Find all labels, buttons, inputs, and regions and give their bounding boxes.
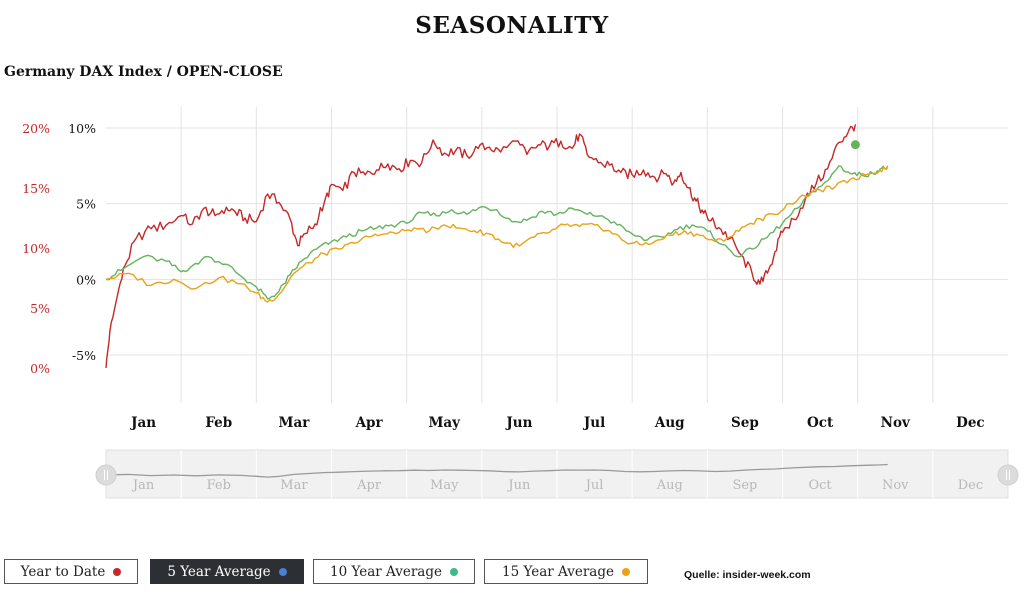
right-axis-tick-label: -5%: [72, 348, 96, 363]
left-axis-tick-label: 5%: [30, 301, 50, 316]
x-axis-month-label: May: [428, 415, 461, 431]
x-axis-month-label: Mar: [279, 415, 311, 431]
navigator-month-label: Aug: [656, 478, 683, 493]
source-credit: Quelle: insider-week.com: [684, 569, 811, 581]
navigator-month-label: Oct: [808, 478, 832, 493]
x-axis-month-label: Feb: [205, 415, 232, 431]
left-axis-tick-label: 15%: [22, 181, 50, 196]
ten-year-average-dot: [449, 567, 458, 576]
series-line-15-year-average: [105, 165, 889, 303]
navigator-month-label: Jul: [584, 478, 604, 493]
fifteen-year-average-dot: [621, 567, 630, 576]
series-line-year-to-date: [105, 124, 857, 369]
navigator-month-label: Jan: [131, 478, 155, 493]
navigator-month-label: Sep: [732, 478, 757, 493]
navigator-month-label: Dec: [958, 478, 983, 493]
right-axis-tick-label: 5%: [76, 197, 96, 212]
navigator-month-label: May: [430, 478, 459, 493]
left-axis-tick-label: 10%: [22, 241, 50, 256]
fifteen-year-average-button[interactable]: 15 Year Average: [484, 559, 648, 584]
five-year-average-label: 5 Year Average: [167, 563, 271, 580]
x-axis-month-label: Jan: [130, 415, 156, 431]
navigator-month-label: Mar: [280, 478, 308, 493]
left-axis-tick-label: 20%: [22, 121, 50, 136]
x-axis-month-label: Sep: [731, 415, 759, 431]
five-year-average-dot: [278, 567, 287, 576]
x-axis-month-label: Apr: [355, 415, 384, 431]
navigator-left-handle[interactable]: [95, 464, 117, 486]
fifteen-year-average-label: 15 Year Average: [502, 563, 614, 580]
seasonality-chart: 20% 15% 10% 5% 0% 10% 5% 0% -5% Jan Feb Mar Apr May Ju…: [22, 107, 1019, 499]
navigator-month-label: Feb: [207, 478, 231, 493]
navigator-series-line: [105, 463, 888, 478]
x-axis-month-label: Jul: [583, 415, 605, 431]
x-axis-month-label: Jun: [505, 415, 532, 431]
series-line-10-year-average: [105, 165, 889, 300]
x-axis-month-label: Nov: [881, 415, 911, 431]
year-to-date-dot: [113, 567, 122, 576]
chart-title: SEASONALITY: [415, 12, 609, 39]
year-to-date-button[interactable]: Year to Date: [4, 559, 138, 584]
x-axis-month-label: Aug: [654, 415, 685, 431]
five-year-average-button[interactable]: 5 Year Average: [150, 559, 304, 584]
navigator-month-label: Apr: [356, 478, 382, 493]
navigator-month-label: Nov: [882, 478, 909, 493]
chart-subtitle: Germany DAX Index / OPEN-CLOSE: [4, 64, 283, 80]
highlight-marker: [850, 140, 860, 150]
x-axis-month-label: Oct: [807, 415, 834, 431]
ten-year-average-label: 10 Year Average: [330, 563, 442, 580]
right-axis-tick-label: 0%: [76, 272, 96, 287]
navigator-month-label: Jun: [506, 478, 531, 493]
x-axis-month-label: Dec: [956, 415, 985, 431]
left-axis-tick-label: 0%: [30, 361, 50, 376]
ten-year-average-button[interactable]: 10 Year Average: [313, 559, 475, 584]
year-to-date-label: Year to Date: [20, 563, 106, 580]
navigator-right-handle[interactable]: [997, 464, 1019, 486]
right-axis-tick-label: 10%: [68, 121, 96, 136]
